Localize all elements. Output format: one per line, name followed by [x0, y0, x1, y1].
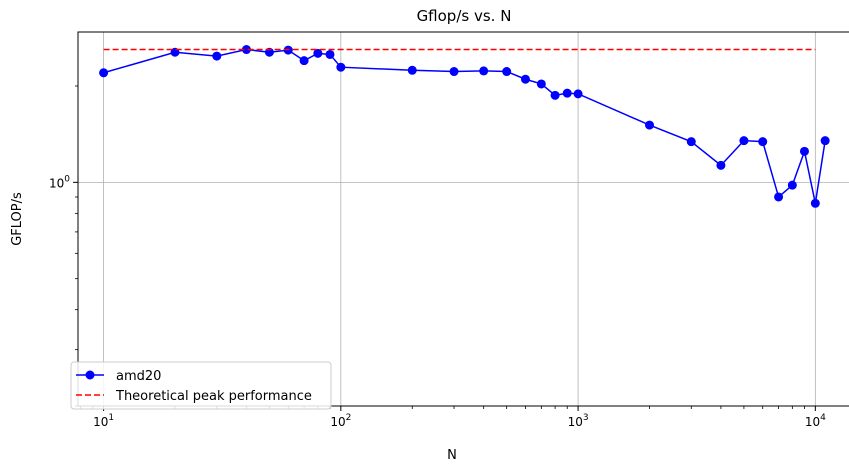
data-point [645, 120, 655, 130]
data-point [787, 180, 797, 190]
data-point [550, 90, 560, 100]
axis-ticks: 101 102 103 104 100 [49, 85, 826, 429]
data-point [820, 136, 830, 146]
data-point [313, 48, 323, 58]
data-point [299, 56, 309, 66]
data-point [758, 137, 768, 147]
data-point [479, 66, 489, 76]
x-tick-label: 102 [330, 413, 351, 429]
x-axis-label: N [447, 448, 457, 463]
legend-label-amd20: amd20 [116, 369, 161, 384]
series-layer [99, 45, 830, 208]
data-point [799, 146, 809, 156]
data-point [520, 74, 530, 84]
data-point [739, 136, 749, 146]
data-point [562, 88, 572, 98]
data-point [536, 79, 546, 89]
data-point [212, 51, 222, 61]
data-point [686, 137, 696, 147]
x-tick-label: 101 [93, 413, 114, 429]
legend-box [70, 361, 332, 410]
data-point [774, 192, 784, 202]
chart-title: Gflop/s vs. N [417, 7, 512, 25]
data-point [241, 45, 251, 55]
data-point [449, 67, 459, 77]
legend: amd20 Theoretical peak performance [70, 361, 332, 410]
plot-frame [77, 31, 849, 407]
data-point [502, 67, 512, 77]
legend-marker-amd20 [85, 370, 95, 380]
data-point [716, 160, 726, 170]
x-tick-label: 103 [568, 413, 589, 429]
y-axis-label: GFLOP/s [10, 192, 25, 246]
x-tick-label: 104 [805, 413, 826, 429]
data-point [336, 62, 346, 72]
data-point [573, 89, 583, 99]
data-point [407, 65, 417, 75]
data-point [99, 68, 109, 78]
data-point [325, 49, 335, 59]
data-point [810, 198, 820, 208]
legend-label-peak: Theoretical peak performance [115, 389, 312, 404]
y-tick-label: 100 [49, 174, 70, 190]
